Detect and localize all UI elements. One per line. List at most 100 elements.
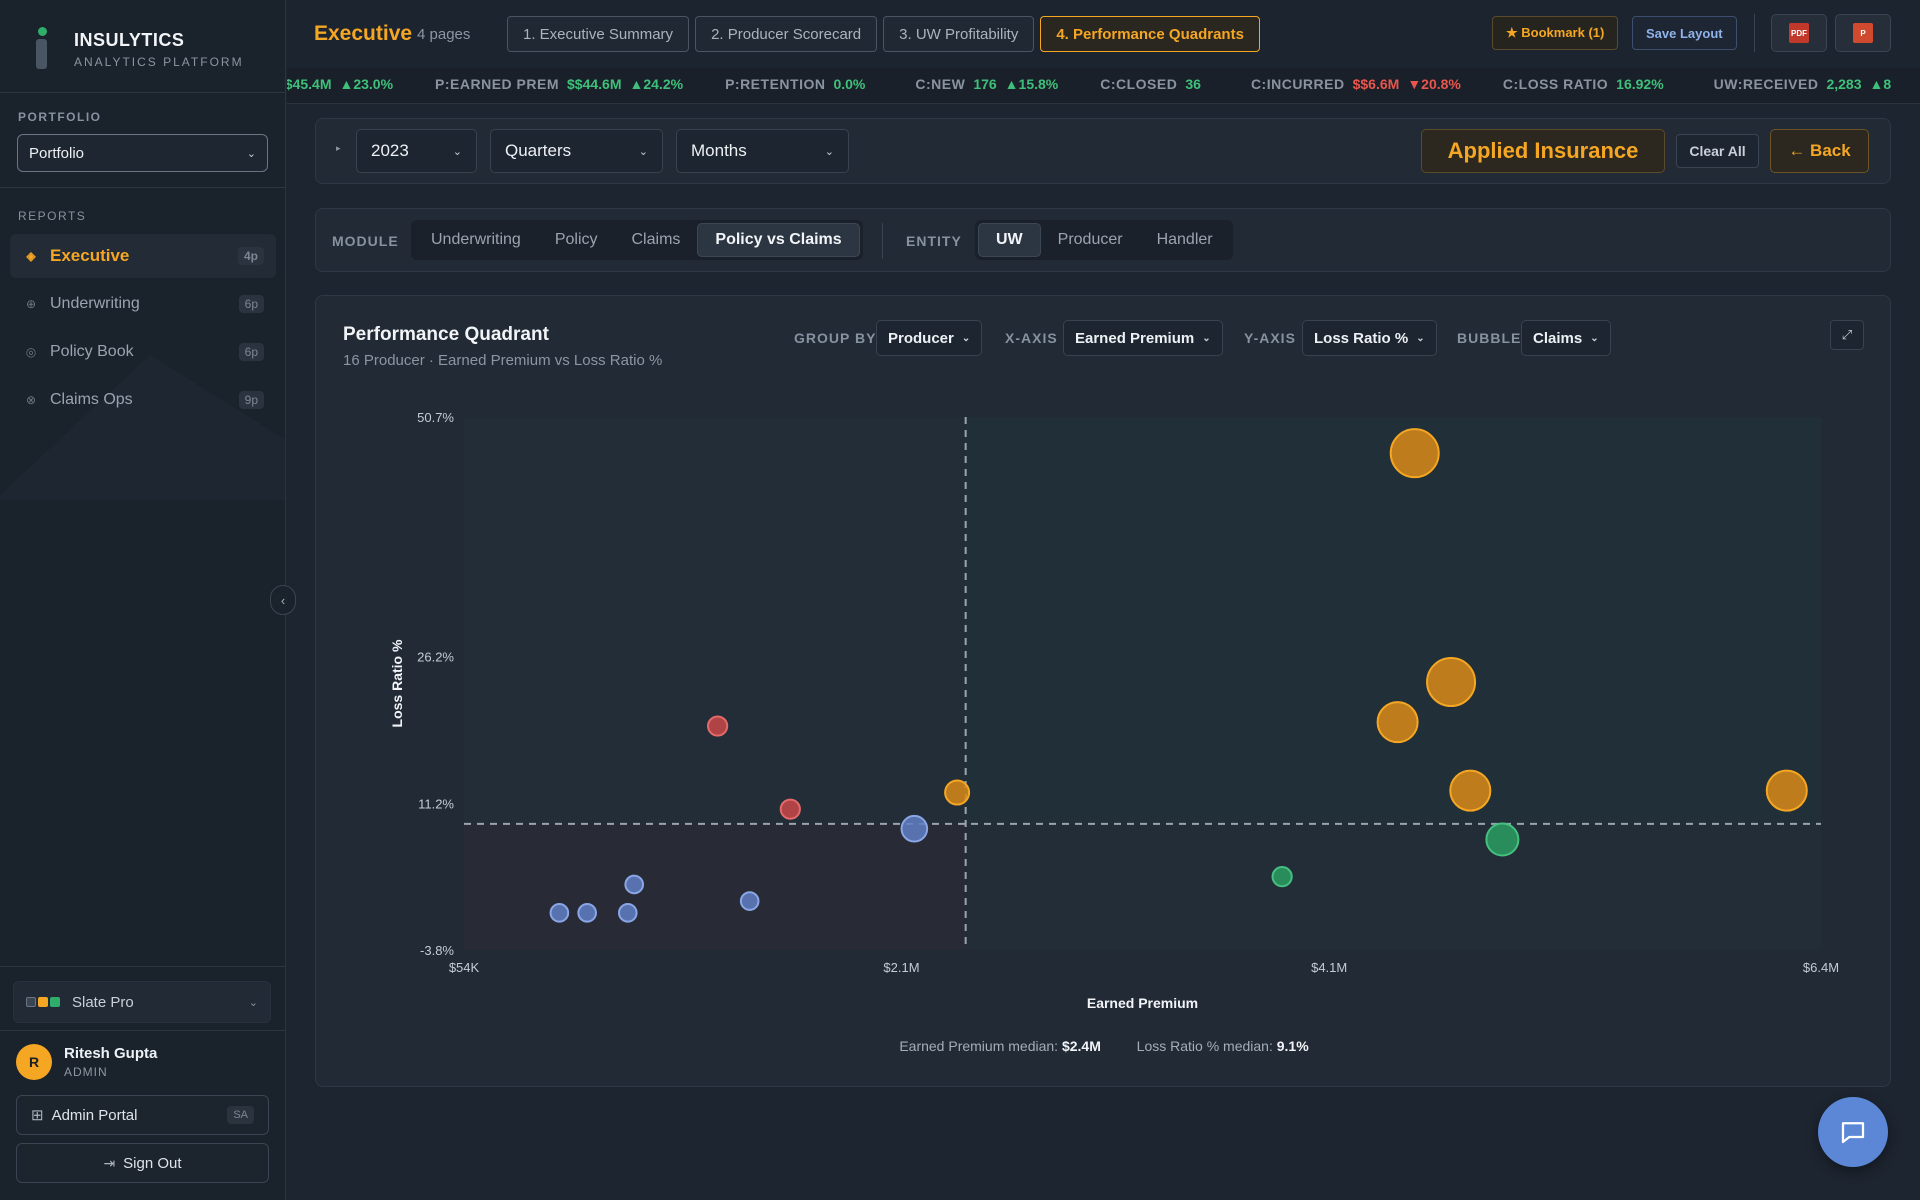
avatar: R (16, 1044, 52, 1080)
data-point-bubble (1449, 769, 1492, 812)
data-point-bubble (1389, 428, 1440, 479)
sidebar-item-claims-ops[interactable]: ⊗ Claims Ops 9p (10, 378, 276, 422)
median-summary: Earned Premium median: $2.4M Loss Ratio … (316, 1038, 1892, 1054)
entity-label: ENTITY (906, 233, 962, 249)
data-point-bubble (707, 715, 729, 737)
tab-performance-quadrants[interactable]: 4. Performance Quadrants (1040, 16, 1260, 52)
brand-name: INSULYTICS (74, 29, 185, 50)
ticker-item: P:RETENTION 0.0% (725, 76, 873, 92)
ticker-label: P:RETENTION (725, 76, 826, 92)
chevron-down-icon: ⌄ (246, 147, 256, 160)
bookmark-button[interactable]: ★ Bookmark (1) (1492, 16, 1619, 50)
circle-plus-icon: ⊕ (25, 297, 37, 311)
tab-executive-summary[interactable]: 1. Executive Summary (507, 16, 690, 52)
ticker-row: $$45.4M▲23.0%P:EARNED PREM$$44.6M▲24.2%P… (287, 76, 1920, 92)
page-count-badge: 9p (238, 391, 264, 409)
page-tabs: 1. Executive Summary 2. Producer Scoreca… (507, 16, 1266, 52)
data-point-bubble (739, 891, 760, 911)
entity-uw[interactable]: UW (978, 223, 1041, 257)
ticker-label: UW:RECEIVED (1713, 76, 1819, 92)
sidebar-divider (0, 92, 285, 93)
page-count: 4 pages (417, 26, 471, 43)
x-axis-value: Earned Premium (1075, 329, 1195, 347)
ticker-value: 36 (1185, 76, 1201, 92)
x-axis-title: Earned Premium (1087, 995, 1198, 1011)
page-count-badge: 6p (238, 295, 264, 313)
entity-producer[interactable]: Producer (1057, 231, 1123, 248)
collapse-sidebar-button[interactable]: ‹ (270, 585, 296, 615)
ticker-change: ▲24.2% (629, 76, 684, 92)
y-tick-label: 26.2% (417, 650, 454, 665)
sidebar-item-executive[interactable]: ◈ Executive 4p (10, 234, 276, 278)
entity-handler[interactable]: Handler (1156, 231, 1213, 248)
chat-button[interactable] (1818, 1097, 1888, 1167)
theme-select[interactable]: Slate Pro ⌄ (13, 981, 271, 1023)
back-button[interactable]: ← Back (1770, 129, 1869, 173)
clear-all-button[interactable]: Clear All (1676, 134, 1759, 168)
sidebar-divider (0, 966, 285, 967)
admin-tag: SA (227, 1106, 254, 1124)
module-policy[interactable]: Policy (554, 231, 598, 248)
period-dropdown[interactable]: Quarters ⌄ (490, 129, 663, 173)
expand-chart-button[interactable]: ⤢ (1830, 320, 1864, 350)
ticker-label: C:LOSS RATIO (1502, 76, 1609, 92)
data-point-bubble (900, 814, 929, 843)
tab-producer-scorecard[interactable]: 2. Producer Scorecard (695, 16, 878, 52)
sidebar-item-underwriting[interactable]: ⊕ Underwriting 6p (10, 282, 276, 326)
y-tick-label: 11.2% (418, 796, 454, 811)
ticker-change: ▲15.8% (1004, 76, 1059, 92)
expand-caret-icon[interactable]: ▸ (336, 143, 341, 153)
save-layout-button[interactable]: Save Layout (1632, 16, 1737, 50)
x-axis-dropdown[interactable]: Earned Premium ⌄ (1063, 320, 1223, 356)
year-dropdown[interactable]: 2023 ⌄ (356, 129, 477, 173)
module-claims[interactable]: Claims (631, 231, 681, 248)
data-point-bubble (1376, 701, 1419, 744)
sign-out-button[interactable]: ⇥ Sign Out (16, 1143, 269, 1183)
kpi-ticker: $$45.4M▲23.0%P:EARNED PREM$$44.6M▲24.2%P… (287, 68, 1920, 104)
expand-icon: ⤢ (1841, 327, 1853, 342)
sidebar-item-label: Underwriting (50, 295, 140, 312)
export-ppt-button[interactable]: P (1835, 14, 1891, 52)
module-underwriting[interactable]: Underwriting (431, 231, 521, 248)
ticker-value: $$6.6M (1352, 76, 1400, 92)
y-axis-dropdown[interactable]: Loss Ratio % ⌄ (1302, 320, 1437, 356)
entity-segmented-control: UW Producer Handler (975, 220, 1233, 260)
chevron-down-icon: ⌄ (452, 145, 462, 158)
sign-out-label: Sign Out (123, 1154, 182, 1172)
ticker-value: 0.0% (833, 76, 866, 92)
chevron-down-icon: ⌄ (1416, 332, 1425, 344)
ticker-change: ▲23.0% (339, 76, 394, 92)
admin-portal-button[interactable]: ⊞ Admin Portal SA (16, 1095, 269, 1135)
ticker-item: P:EARNED PREM $$44.6M ▲24.2% (435, 76, 683, 92)
chevron-down-icon: ⌄ (638, 145, 648, 158)
user-profile: R Ritesh Gupta ADMIN (16, 1044, 157, 1080)
page-title: Executive (314, 22, 413, 45)
sidebar: INSULYTICS ANALYTICS PLATFORM PORTFOLIO … (0, 0, 286, 1200)
sidebar-divider (0, 1030, 285, 1031)
export-pdf-button[interactable]: PDF (1771, 14, 1827, 52)
group-by-dropdown[interactable]: Producer ⌄ (876, 320, 983, 356)
chart-subtitle: 16 Producer · Earned Premium vs Loss Rat… (343, 352, 663, 369)
theme-swatch (50, 997, 60, 1007)
ticker-value: 16.92% (1616, 76, 1664, 92)
ticker-change: ▲8 (1869, 76, 1892, 92)
chevron-down-icon: ⌄ (1590, 332, 1599, 344)
median-x-label: Earned Premium median: (899, 1038, 1059, 1054)
y-axis-title: Loss Ratio % (389, 639, 405, 727)
median-x-value: $2.4M (1061, 1038, 1101, 1054)
module-divider (882, 223, 883, 259)
ring-icon: ◎ (25, 345, 37, 359)
reports-label: REPORTS (18, 209, 87, 223)
tab-uw-profitability[interactable]: 3. UW Profitability (883, 16, 1035, 52)
data-point-bubble (944, 779, 971, 806)
portfolio-select[interactable]: Portfolio ⌄ (17, 134, 268, 172)
module-policy-vs-claims[interactable]: Policy vs Claims (697, 223, 860, 257)
page-count-badge: 6p (238, 343, 264, 361)
ticker-item: C:CLOSED 36 (1100, 76, 1209, 92)
ticker-item: UW:RECEIVED 2,283 ▲8 (1714, 76, 1892, 92)
sidebar-item-policy-book[interactable]: ◎ Policy Book 6p (10, 330, 276, 374)
data-point-bubble (1765, 769, 1808, 812)
bubble-dropdown[interactable]: Claims ⌄ (1521, 320, 1611, 356)
granularity-dropdown[interactable]: Months ⌄ (676, 129, 849, 173)
portfolio-label: PORTFOLIO (18, 110, 102, 124)
